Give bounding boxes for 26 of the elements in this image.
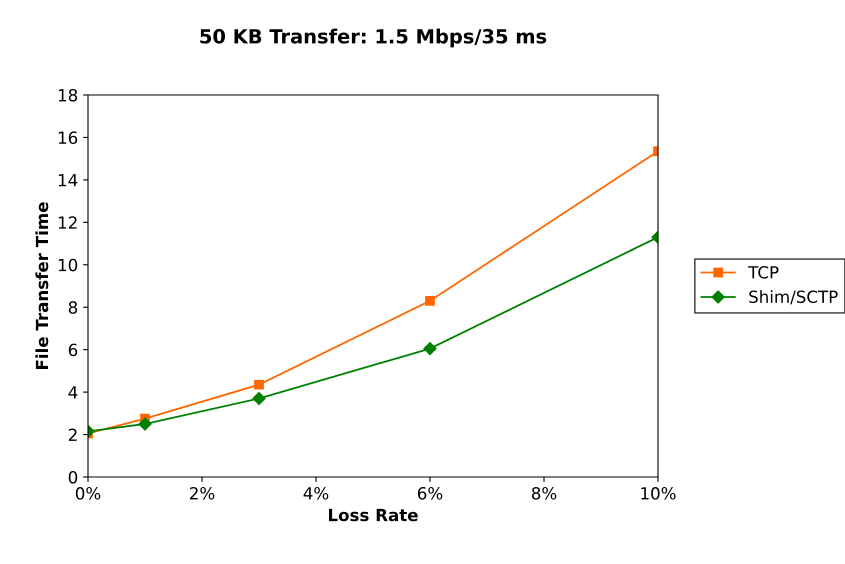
y-tick-label: 4 xyxy=(68,386,78,398)
x-tick-label: 0% xyxy=(76,487,100,500)
legend-label: Shim/SCTP xyxy=(749,290,838,304)
legend-label: TCP xyxy=(748,266,778,279)
y-tick-label: 18 xyxy=(58,88,78,102)
point xyxy=(138,417,152,431)
x-axis-title: Loss Rate xyxy=(329,508,418,522)
y-tick-label: 12 xyxy=(58,216,77,229)
point xyxy=(423,342,437,356)
point xyxy=(252,392,266,406)
y-tick-label: 14 xyxy=(58,174,78,186)
y-tick-label: 16 xyxy=(58,131,78,144)
x-tick-label: 4% xyxy=(304,487,328,500)
y-tick-label: 2 xyxy=(68,428,77,441)
x-tick-label: 6% xyxy=(418,487,442,500)
y-tick-label: 6 xyxy=(68,344,78,356)
point xyxy=(254,380,264,390)
point xyxy=(425,296,435,306)
x-tick-label: 10% xyxy=(641,487,676,500)
y-axis-title: File Transfer Time xyxy=(35,202,48,369)
y-tick-label: 8 xyxy=(68,301,78,314)
x-tick-label: 8% xyxy=(532,487,556,500)
chart-title: 50 KB Transfer: 1.5 Mbps/35 ms xyxy=(200,28,546,48)
x-tick-label: 2% xyxy=(190,487,214,500)
y-tick-label: 10 xyxy=(58,258,78,272)
y-tick-label: 0 xyxy=(68,470,78,484)
